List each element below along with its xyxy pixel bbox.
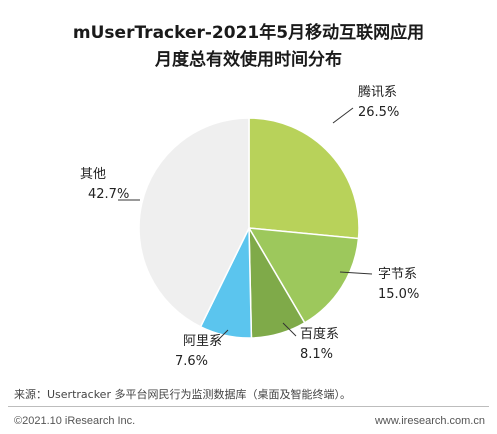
chart-title: mUserTracker-2021年5月移动互联网应用 bbox=[72, 23, 425, 43]
pie-slice bbox=[247, 227, 360, 324]
footer-divider bbox=[8, 406, 489, 407]
slice-value-label: 8.1% bbox=[300, 347, 333, 362]
slice-value-label: 7.6% bbox=[175, 354, 208, 369]
leader-line bbox=[282, 322, 297, 337]
slice-value-label: 42.7% bbox=[88, 187, 129, 202]
slice-label: 字节系 bbox=[378, 267, 417, 282]
slice-value-label: 26.5% bbox=[358, 105, 399, 120]
slice-label: 腾讯系 bbox=[358, 84, 397, 100]
chart-subtitle: 月度总有效使用时间分布 bbox=[155, 50, 342, 70]
website-link[interactable]: www.iresearch.com.cn bbox=[374, 415, 485, 427]
pie-chart: 腾讯系 26.5% 字节系 15.0% 百度系 8.1% 阿里系 7.6% 其他 42.7% bbox=[80, 84, 419, 369]
leader-line bbox=[332, 107, 354, 124]
slice-label: 其他 bbox=[80, 167, 106, 182]
leader-line bbox=[214, 329, 229, 344]
pie-slice bbox=[248, 117, 360, 240]
slice-label: 阿里系 bbox=[183, 334, 222, 349]
copyright-text: ©2021.10 iResearch Inc. bbox=[14, 415, 136, 427]
slice-label: 百度系 bbox=[300, 326, 339, 342]
source-note: 来源：Usertracker 多平台网民行为监测数据库（桌面及智能终端）。 bbox=[14, 388, 351, 401]
leader-line bbox=[339, 271, 373, 275]
slice-value-label: 15.0% bbox=[378, 287, 419, 302]
pie-slice bbox=[138, 117, 250, 328]
